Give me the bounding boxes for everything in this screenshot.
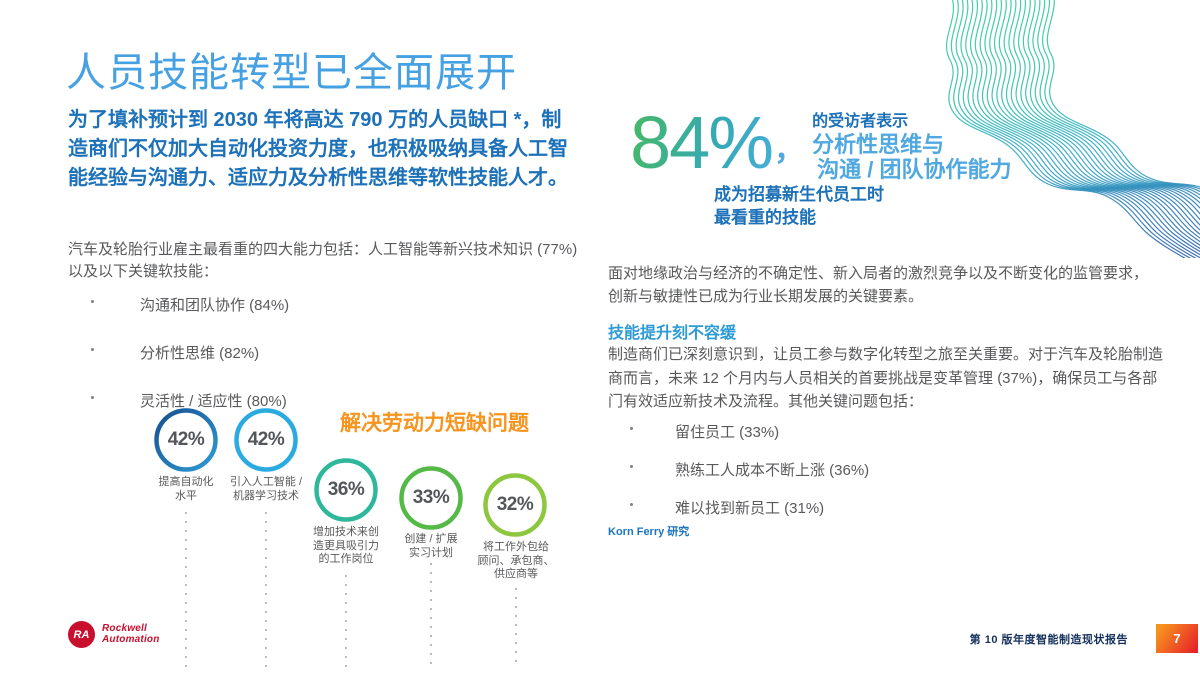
- bullet-dot-icon: [630, 503, 633, 506]
- list-item-label: 沟通和团队协作 (84%): [140, 297, 290, 314]
- stat-comma: ，: [774, 134, 805, 167]
- stat-caption-top: 的受访者表示: [812, 113, 909, 130]
- footer-page-number: 7: [1156, 624, 1198, 653]
- bullet-dot-icon: [91, 396, 94, 399]
- logo-line2: Automation: [102, 633, 160, 645]
- challenges-bullet-list: 留住员工 (33%) 熟练工人成本不断上涨 (36%) 难以找到新员工 (31%…: [608, 421, 1088, 535]
- rockwell-logo-icon: RA: [68, 621, 95, 648]
- stat-circle-label: 将工作外包给 顾问、承包商、 供应商等: [477, 541, 555, 580]
- stat-84-block: 84% ， 的受访者表示 分析性思维与 沟通 / 团队协作能力 成为招募新生代员…: [630, 104, 1011, 229]
- stat-circle: 42%: [153, 407, 219, 473]
- list-item-label: 分析性思维 (82%): [140, 345, 260, 362]
- circle-ring-icon: [234, 408, 298, 472]
- bullet-dot-icon: [91, 300, 94, 303]
- list-item-label: 难以找到新员工 (31%): [675, 500, 825, 517]
- stat-circle-value: 33%: [412, 487, 450, 508]
- circle-ring-icon: [399, 466, 463, 530]
- list-item-label: 留住员工 (33%): [675, 424, 780, 441]
- circle-ring-icon: [154, 408, 218, 472]
- stat-circle-label: 增加技术来创 造更具吸引力 的工作岗位: [313, 526, 379, 565]
- bullet-dot-icon: [91, 348, 94, 351]
- stat-caption-bottom: 成为招募新生代员工时 最看重的技能: [714, 185, 884, 227]
- list-item-label: 熟练工人成本不断上涨 (36%): [675, 462, 870, 479]
- list-item: 熟练工人成本不断上涨 (36%): [608, 459, 1088, 480]
- list-item: 难以找到新员工 (31%): [608, 497, 1088, 518]
- upskilling-paragraph: 制造商们已深刻意识到，让员工参与数字化转型之旅至关重要。对于汽车及轮胎制造商而言…: [608, 346, 1164, 410]
- korn-ferry-source-link[interactable]: Korn Ferry 研究: [608, 526, 690, 538]
- dotted-leader-line: [430, 563, 432, 668]
- dotted-leader-line: [265, 512, 267, 668]
- list-item-label: 灵活性 / 适应性 (80%): [140, 393, 287, 410]
- list-item: 留住员工 (33%): [608, 421, 1088, 442]
- rockwell-logo-text: Rockwell Automation: [102, 623, 160, 645]
- skills-bullet-list: 沟通和团队协作 (84%) 分析性思维 (82%) 灵活性 / 适应性 (80%…: [68, 294, 538, 438]
- dotted-leader-line: [515, 588, 517, 668]
- page-title: 人员技能转型已全面展开: [66, 51, 517, 95]
- stat-highlight-line2: 沟通 / 团队协作能力: [817, 157, 1012, 182]
- intro-paragraph: 为了填补预计到 2030 年将高达 790 万的人员缺口 *，制造商们不仅加大自…: [68, 109, 568, 189]
- dotted-leader-line: [345, 575, 347, 668]
- bullet-dot-icon: [630, 465, 633, 468]
- labor-shortage-heading: 解决劳动力短缺问题: [340, 412, 529, 435]
- list-item: 沟通和团队协作 (84%): [68, 294, 538, 315]
- bullet-dot-icon: [630, 427, 633, 430]
- lead-paragraph: 汽车及轮胎行业雇主最看重的四大能力包括：人工智能等新兴技术知识 (77%) 以及…: [68, 241, 578, 280]
- stat-circle-value: 32%: [496, 494, 534, 515]
- stat-circle: 32%: [482, 472, 548, 538]
- stat-circle-label: 创建 / 扩展 实习计划: [404, 533, 458, 559]
- stat-value: 84%: [630, 101, 774, 184]
- stat-circle: 33%: [398, 465, 464, 531]
- context-paragraph: 面对地缘政治与经济的不确定性、新入局者的激烈竞争以及不断变化的监管要求，创新与敏…: [608, 265, 1149, 305]
- circle-ring-icon: [483, 473, 547, 537]
- dotted-leader-line: [185, 512, 187, 668]
- stat-circle-value: 42%: [247, 429, 285, 450]
- stat-highlight-line1: 分析性思维与: [812, 132, 945, 157]
- rockwell-automation-logo: RA Rockwell Automation: [68, 621, 160, 648]
- stat-circle: 36%: [313, 457, 379, 523]
- circle-ring-icon: [314, 458, 378, 522]
- stat-circle-value: 36%: [327, 479, 365, 500]
- list-item: 灵活性 / 适应性 (80%): [68, 390, 538, 411]
- stat-circle: 42%: [233, 407, 299, 473]
- logo-line1: Rockwell: [102, 623, 147, 634]
- stat-circle-label: 引入人工智能 / 机器学习技术: [229, 476, 303, 502]
- stat-circle-value: 42%: [167, 429, 205, 450]
- footer-report-title: 第 10 版年度智能制造现状报告: [969, 634, 1128, 646]
- list-item: 分析性思维 (82%): [68, 342, 538, 363]
- stat-circle-label: 提高自动化 水平: [158, 476, 214, 502]
- skills-upgrade-heading: 技能提升刻不容缓: [608, 325, 737, 342]
